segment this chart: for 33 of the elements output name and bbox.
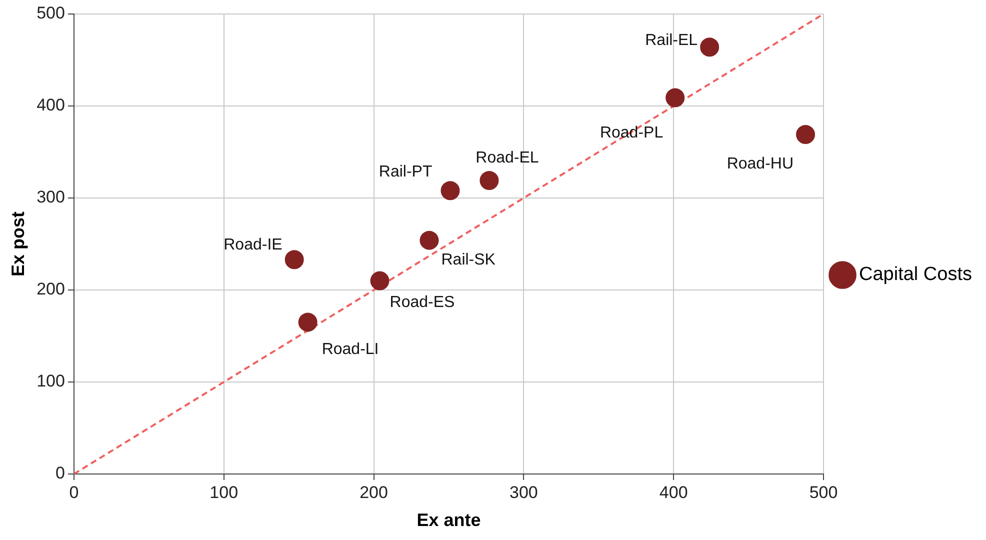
x-tick-label: 100 bbox=[210, 482, 238, 502]
x-tick-label: 500 bbox=[809, 482, 838, 502]
point bbox=[284, 250, 304, 270]
x-tick-label: 300 bbox=[510, 482, 538, 502]
x-tick-label: 200 bbox=[360, 482, 388, 502]
point bbox=[700, 38, 720, 57]
point bbox=[298, 312, 318, 332]
annotation: Road-LI bbox=[322, 341, 379, 358]
point bbox=[370, 271, 390, 290]
x-axis-title: Ex ante bbox=[416, 510, 481, 530]
legend-label: Capital Costs bbox=[859, 264, 972, 286]
annotation: Road-EL bbox=[476, 150, 539, 167]
y-tick-label: 400 bbox=[36, 96, 65, 115]
y-tick-label: 500 bbox=[36, 4, 65, 23]
annotation: Rail-PT bbox=[378, 164, 432, 181]
annotation: Road-HU bbox=[726, 156, 794, 173]
point bbox=[440, 181, 460, 200]
y-tick-label: 0 bbox=[55, 464, 65, 483]
annotation: Rail-EL bbox=[645, 32, 698, 50]
x-tick-label: 400 bbox=[659, 482, 688, 502]
y-tick-label: 300 bbox=[36, 188, 65, 207]
y-axis-title: Ex post bbox=[8, 211, 28, 277]
point bbox=[666, 88, 685, 108]
point bbox=[480, 171, 499, 190]
annotation: Rail-SK bbox=[441, 251, 496, 268]
y-tick-label: 200 bbox=[36, 280, 65, 299]
point bbox=[420, 230, 439, 250]
y-tick-label: 100 bbox=[36, 372, 65, 391]
annotation: Road-PL bbox=[600, 124, 664, 142]
x-tick-label: 0 bbox=[69, 482, 79, 502]
annotation: Road-ES bbox=[390, 294, 455, 311]
annotation: Road-IE bbox=[224, 236, 282, 254]
point bbox=[796, 125, 816, 144]
